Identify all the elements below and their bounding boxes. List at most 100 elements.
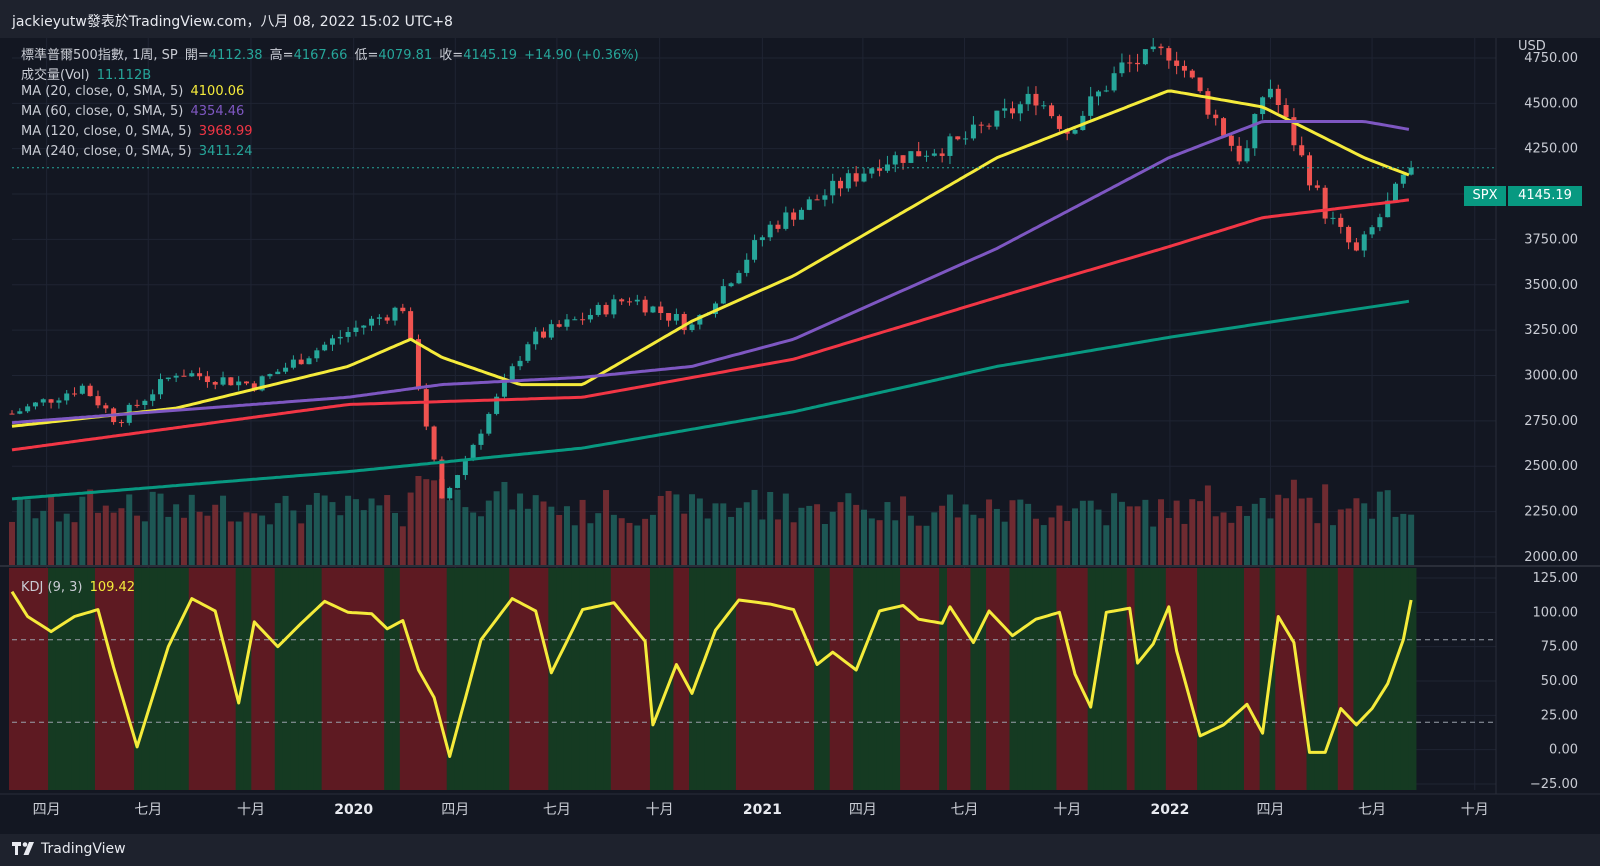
candle-body[interactable] — [470, 444, 476, 459]
candle-body[interactable] — [353, 327, 359, 332]
candle-body[interactable] — [673, 314, 679, 321]
candle-body[interactable] — [501, 379, 507, 397]
candle-body[interactable] — [150, 394, 156, 401]
candle-body[interactable] — [87, 385, 93, 397]
candle-body[interactable] — [877, 168, 883, 171]
candle-body[interactable] — [17, 411, 23, 414]
candle-body[interactable] — [650, 306, 656, 313]
candle-body[interactable] — [759, 237, 765, 241]
candle-body[interactable] — [455, 475, 461, 488]
candle-body[interactable] — [1150, 46, 1156, 50]
candle-body[interactable] — [1322, 187, 1328, 219]
candle-body[interactable] — [900, 155, 906, 163]
candle-body[interactable] — [212, 382, 218, 385]
candle-body[interactable] — [439, 459, 445, 499]
candle-body[interactable] — [689, 324, 695, 331]
candle-body[interactable] — [744, 259, 750, 273]
candle-body[interactable] — [1041, 105, 1047, 107]
candle-body[interactable] — [947, 136, 953, 156]
candle-body[interactable] — [626, 301, 632, 303]
candle-body[interactable] — [1353, 242, 1359, 251]
candle-body[interactable] — [1181, 65, 1187, 71]
candle-body[interactable] — [1408, 167, 1414, 175]
candle-body[interactable] — [1189, 70, 1195, 78]
candle-body[interactable] — [1197, 77, 1203, 92]
candle-body[interactable] — [431, 426, 437, 460]
candle-body[interactable] — [392, 307, 398, 321]
candle-body[interactable] — [462, 458, 468, 476]
candle-body[interactable] — [681, 314, 687, 331]
candle-body[interactable] — [1033, 93, 1039, 106]
candle-body[interactable] — [580, 319, 586, 321]
candle-body[interactable] — [447, 487, 453, 499]
candle-body[interactable] — [595, 304, 601, 315]
candle-body[interactable] — [658, 306, 664, 314]
candle-body[interactable] — [736, 272, 742, 284]
candle-body[interactable] — [869, 168, 875, 174]
candle-body[interactable] — [775, 224, 781, 229]
candle-body[interactable] — [720, 286, 726, 304]
candle-body[interactable] — [298, 359, 304, 365]
candle-body[interactable] — [697, 315, 703, 325]
candle-body[interactable] — [118, 422, 124, 424]
candle-body[interactable] — [1049, 105, 1055, 117]
candle-body[interactable] — [1017, 104, 1023, 114]
candle-body[interactable] — [931, 153, 937, 156]
candle-body[interactable] — [369, 318, 375, 326]
candle-body[interactable] — [1205, 91, 1211, 115]
candle-body[interactable] — [814, 199, 820, 201]
candle-body[interactable] — [1056, 116, 1062, 129]
candle-body[interactable] — [165, 377, 171, 380]
candle-body[interactable] — [767, 224, 773, 238]
candle-body[interactable] — [1330, 217, 1336, 219]
candle-body[interactable] — [1221, 118, 1227, 136]
candle-body[interactable] — [283, 367, 289, 372]
candle-body[interactable] — [791, 212, 797, 220]
candle-body[interactable] — [908, 151, 914, 163]
candle-body[interactable] — [1252, 114, 1258, 149]
candle-body[interactable] — [1088, 96, 1094, 116]
candle-body[interactable] — [1393, 183, 1399, 201]
candle-body[interactable] — [32, 402, 38, 407]
candle-body[interactable] — [916, 151, 922, 157]
candle-body[interactable] — [1174, 60, 1180, 66]
candle-body[interactable] — [1228, 135, 1234, 146]
candle-body[interactable] — [275, 371, 281, 375]
candle-body[interactable] — [712, 303, 718, 314]
chart-canvas[interactable]: 4750.004500.004250.004000.003750.003500.… — [0, 38, 1600, 834]
candle-body[interactable] — [158, 379, 164, 395]
candle-body[interactable] — [587, 314, 593, 320]
candle-body[interactable] — [830, 180, 836, 196]
candle-body[interactable] — [1095, 91, 1101, 97]
candle-body[interactable] — [666, 313, 672, 321]
candle-body[interactable] — [939, 153, 945, 156]
candle-body[interactable] — [40, 399, 46, 403]
candle-body[interactable] — [79, 385, 85, 394]
candle-body[interactable] — [525, 344, 531, 361]
candle-body[interactable] — [978, 124, 984, 126]
candle-body[interactable] — [1158, 46, 1164, 49]
candle-body[interactable] — [423, 389, 429, 427]
candle-body[interactable] — [822, 195, 828, 200]
candle-body[interactable] — [603, 304, 609, 315]
candle-body[interactable] — [220, 377, 226, 385]
candle-body[interactable] — [861, 173, 867, 182]
candle-body[interactable] — [509, 366, 515, 380]
candle-body[interactable] — [845, 173, 851, 189]
candle-body[interactable] — [251, 383, 257, 391]
candle-body[interactable] — [72, 393, 78, 395]
candle-body[interactable] — [95, 396, 101, 406]
candle-body[interactable] — [1025, 93, 1031, 105]
candle-body[interactable] — [572, 319, 578, 321]
candle-body[interactable] — [400, 307, 406, 312]
candle-body[interactable] — [103, 405, 109, 409]
candle-body[interactable] — [728, 283, 734, 287]
candle-body[interactable] — [1377, 217, 1383, 228]
candle-body[interactable] — [267, 374, 273, 377]
candle-body[interactable] — [322, 344, 328, 351]
tradingview-logo[interactable]: TradingView — [12, 841, 126, 857]
candlesticks[interactable] — [9, 38, 1414, 501]
candle-body[interactable] — [408, 311, 414, 340]
candle-body[interactable] — [634, 299, 640, 302]
candle-body[interactable] — [1267, 88, 1273, 98]
